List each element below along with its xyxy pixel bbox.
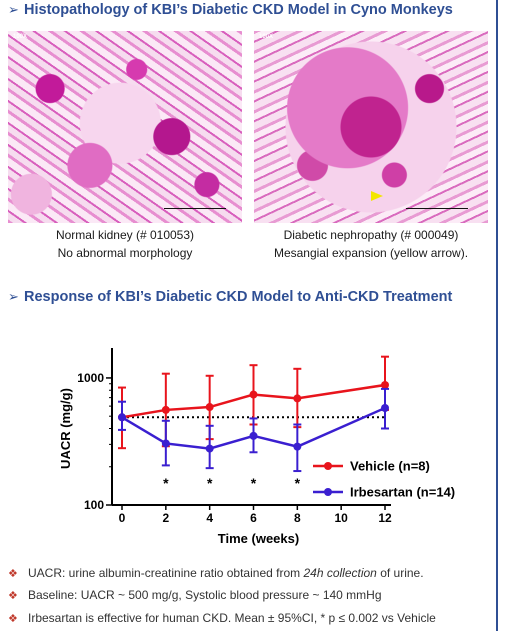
significance-marker: * xyxy=(163,475,169,491)
x-tick-label: 10 xyxy=(334,511,348,525)
right-border-rule xyxy=(496,0,498,631)
note-uacr-definition: ❖ UACR: urine albumin-creatinine ratio ob… xyxy=(8,566,424,580)
diamond-bullet-icon: ❖ xyxy=(8,568,18,580)
y-axis-title: UACR (mg/g) xyxy=(58,388,73,469)
significance-marker: * xyxy=(295,475,301,491)
diamond-bullet-icon: ❖ xyxy=(8,590,18,602)
data-point xyxy=(205,444,214,453)
note-text-part: Irbesartan is effective for human CKD. M… xyxy=(28,611,436,625)
legend-marker xyxy=(324,488,332,496)
note-irbesartan-effect: ❖ Irbesartan is effective for human CKD. … xyxy=(8,611,436,625)
scale-bar xyxy=(164,207,226,209)
note-text-part: UACR: urine albumin-creatinine ratio obt… xyxy=(28,566,304,580)
significance-marker: * xyxy=(207,475,213,491)
uacr-line-chart: Vehicle (n=8) Irbesartan (n=14) 0 2 4 6 8 10 12… xyxy=(58,348,455,546)
caption-diabetic-desc: Mesangial expansion (yellow arrow). xyxy=(273,246,469,260)
x-tick-label: 6 xyxy=(250,511,257,525)
data-point xyxy=(205,403,214,412)
x-axis-title: Time (weeks) xyxy=(218,531,299,546)
data-point xyxy=(293,394,302,403)
series-line xyxy=(121,383,386,419)
x-tick-label: 8 xyxy=(294,511,301,525)
magnification-label: 100X xyxy=(259,34,274,40)
caption-normal-kidney-id: Normal kidney (# 010053) xyxy=(55,228,195,242)
legend-label: Vehicle (n=8) xyxy=(350,459,430,474)
data-point xyxy=(161,405,170,414)
note-baseline: ❖ Baseline: UACR ~ 500 mg/g, Systolic blo… xyxy=(8,588,382,602)
scale-bar xyxy=(406,207,468,209)
data-point xyxy=(249,390,258,399)
x-tick-label: 0 xyxy=(119,511,126,525)
magnification-label: 100X xyxy=(13,34,28,40)
data-point xyxy=(161,439,170,448)
caption-normal-kidney-desc: No abnormal morphology xyxy=(57,246,193,260)
normal-kidney-micrograph: 100X xyxy=(8,31,242,223)
section-title-text: Response of KBI’s Diabetic CKD Model to … xyxy=(24,289,453,305)
x-tick-label: 2 xyxy=(162,511,169,525)
data-point xyxy=(249,431,258,440)
note-text-part: Baseline: UACR ~ 500 mg/g, Systolic bloo… xyxy=(28,588,382,602)
yellow-arrow-icon xyxy=(371,191,383,201)
section-title-response: ➢ Response of KBI’s Diabetic CKD Model to… xyxy=(8,289,452,305)
data-point xyxy=(118,413,126,422)
data-point xyxy=(293,442,302,451)
series-line xyxy=(121,406,386,450)
arrow-bullet-icon: ➢ xyxy=(8,289,19,304)
section-title-text: Histopathology of KBI’s Diabetic CKD Mod… xyxy=(24,2,453,18)
data-point xyxy=(381,380,389,389)
legend-label: Irbesartan (n=14) xyxy=(350,485,455,500)
note-text-part: of urine. xyxy=(376,566,424,580)
y-tick-label: 1000 xyxy=(77,371,104,385)
note-text-emphasis: 24h collection xyxy=(303,566,377,580)
diamond-bullet-icon: ❖ xyxy=(8,613,18,625)
caption-diabetic-id: Diabetic nephropathy (# 000049) xyxy=(283,228,459,242)
x-tick-label: 4 xyxy=(206,511,213,525)
data-point xyxy=(381,403,389,412)
significance-marker: * xyxy=(251,475,257,491)
y-tick-label: 100 xyxy=(84,498,104,512)
series-irbesartan xyxy=(118,387,389,473)
arrow-bullet-icon: ➢ xyxy=(8,2,19,17)
section-title-histopathology: ➢ Histopathology of KBI’s Diabetic CKD Mo… xyxy=(8,2,453,18)
diabetic-nephropathy-micrograph: 100X xyxy=(254,31,488,223)
x-tick-label: 12 xyxy=(378,511,392,525)
legend-marker xyxy=(324,462,332,470)
